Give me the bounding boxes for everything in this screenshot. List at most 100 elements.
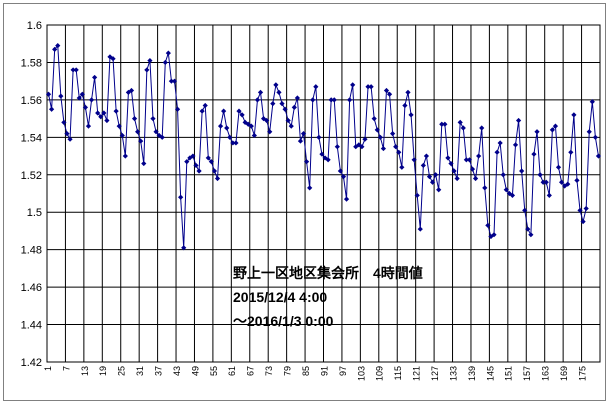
data-point-56 xyxy=(214,175,221,182)
data-point-170 xyxy=(565,181,571,187)
data-point-145 xyxy=(488,233,494,240)
data-point-22 xyxy=(110,56,116,62)
plot-area xyxy=(46,24,601,363)
x-tick-label: 7 xyxy=(61,366,71,371)
x-tick-label: 19 xyxy=(98,366,108,376)
data-point-51 xyxy=(199,108,205,114)
data-point-142 xyxy=(479,125,485,131)
data-point-120 xyxy=(411,157,417,163)
annotation-line-1: 野上一区地区集会所 4時間値 xyxy=(233,265,423,281)
data-point-139 xyxy=(469,166,476,172)
data-point-16 xyxy=(92,74,98,81)
data-point-167 xyxy=(555,164,562,170)
y-tick-label: 1.46 xyxy=(21,282,42,294)
data-point-53 xyxy=(205,155,211,161)
data-point-101 xyxy=(353,144,359,150)
data-point-11 xyxy=(76,95,82,101)
data-point-36 xyxy=(153,129,159,135)
data-point-119 xyxy=(408,112,414,118)
data-point-164 xyxy=(546,192,552,198)
x-tick-label: 133 xyxy=(448,366,458,381)
data-point-93 xyxy=(328,97,334,103)
x-tick-label: 1 xyxy=(43,366,53,371)
y-tick-label: 1.58 xyxy=(21,57,42,69)
data-point-49 xyxy=(193,162,199,169)
data-point-6 xyxy=(61,119,67,125)
data-point-150 xyxy=(503,187,509,193)
x-tick-label: 175 xyxy=(577,366,587,381)
data-point-20 xyxy=(104,117,110,124)
x-tick-label: 67 xyxy=(246,366,256,376)
data-point-109 xyxy=(377,134,383,140)
data-point-63 xyxy=(236,108,242,114)
data-point-52 xyxy=(202,102,208,109)
data-point-45 xyxy=(181,245,187,251)
data-point-110 xyxy=(380,145,387,152)
data-point-125 xyxy=(426,174,433,180)
data-point-127 xyxy=(433,172,439,178)
data-point-155 xyxy=(519,168,525,174)
data-point-10 xyxy=(73,67,79,73)
data-point-130 xyxy=(442,121,448,127)
data-point-132 xyxy=(448,160,454,167)
data-point-138 xyxy=(466,157,473,163)
data-point-87 xyxy=(310,97,316,103)
data-point-7 xyxy=(64,130,70,137)
data-point-61 xyxy=(230,140,236,146)
x-tick-label: 25 xyxy=(117,366,127,376)
data-point-94 xyxy=(331,97,337,103)
data-point-72 xyxy=(264,117,270,124)
data-point-172 xyxy=(571,112,577,118)
data-point-140 xyxy=(472,175,479,182)
data-point-25 xyxy=(119,132,125,139)
data-point-15 xyxy=(88,97,95,103)
data-point-174 xyxy=(577,207,583,213)
y-tick-label: 1.56 xyxy=(21,95,42,107)
data-point-171 xyxy=(568,149,574,155)
data-point-176 xyxy=(583,205,589,212)
annotation-line-3: ～2016/1/3 0:00 xyxy=(233,313,334,329)
data-point-18 xyxy=(98,114,104,120)
data-point-147 xyxy=(494,149,500,155)
data-point-79 xyxy=(285,117,291,124)
data-point-58 xyxy=(221,108,227,114)
data-point-42 xyxy=(171,78,178,84)
data-point-73 xyxy=(267,129,273,135)
data-point-46 xyxy=(184,159,190,165)
data-point-40 xyxy=(165,50,171,56)
data-point-146 xyxy=(491,232,497,238)
data-point-5 xyxy=(58,93,64,99)
data-point-57 xyxy=(217,123,224,129)
x-tick-label: 139 xyxy=(467,366,477,381)
data-point-12 xyxy=(79,91,85,97)
data-point-129 xyxy=(439,121,445,127)
data-point-80 xyxy=(288,123,294,129)
y-tick-label: 1.48 xyxy=(21,245,42,257)
x-tick-label: 145 xyxy=(485,366,495,381)
x-tick-label: 91 xyxy=(319,366,329,376)
data-point-107 xyxy=(371,116,377,122)
data-point-44 xyxy=(178,194,184,200)
data-point-8 xyxy=(67,136,73,142)
data-point-43 xyxy=(174,106,181,112)
data-point-103 xyxy=(359,144,365,150)
y-axis: 1.42 1.44 1.46 1.48 1.5 1.52 1.54 1.56 1.58 1.6 xyxy=(21,20,42,369)
data-point-67 xyxy=(248,123,254,129)
data-point-134 xyxy=(454,175,460,182)
data-point-64 xyxy=(239,112,245,118)
data-point-108 xyxy=(374,127,380,133)
x-tick-label: 97 xyxy=(338,366,348,376)
data-point-137 xyxy=(463,157,469,163)
data-point-131 xyxy=(445,155,451,161)
data-point-70 xyxy=(257,89,264,95)
x-tick-label: 73 xyxy=(264,366,274,376)
data-point-55 xyxy=(211,168,218,174)
data-point-24 xyxy=(116,123,122,129)
data-point-111 xyxy=(383,87,390,94)
y-tick-label: 1.5 xyxy=(27,207,42,219)
data-point-83 xyxy=(297,138,304,144)
data-point-26 xyxy=(122,153,128,159)
data-point-60 xyxy=(227,134,233,140)
data-point-96 xyxy=(337,168,343,174)
data-point-38 xyxy=(159,134,165,140)
